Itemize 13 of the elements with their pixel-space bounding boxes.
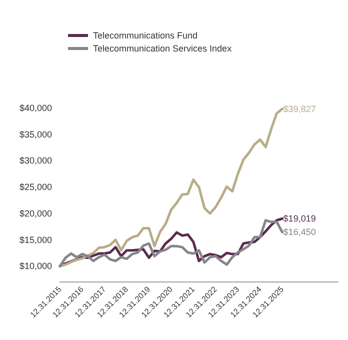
legend-label: Telecommunications Fund <box>93 30 198 40</box>
data-label: $16,450 <box>283 227 316 238</box>
data-label: $19,019 <box>283 214 316 224</box>
y-tick-label: $15,000 <box>19 234 52 245</box>
y-tick-label: $25,000 <box>19 182 52 192</box>
y-tick-label: $35,000 <box>19 129 52 140</box>
line-series <box>58 108 284 268</box>
y-tick-label: $20,000 <box>19 208 52 218</box>
legend-label: Telecommunication Services Index <box>93 44 232 54</box>
y-tick-label: $10,000 <box>19 261 52 272</box>
data-label: $39,827 <box>283 104 316 114</box>
y-tick-label: $40,000 <box>19 103 52 113</box>
y-tick-label: $30,000 <box>19 156 52 166</box>
